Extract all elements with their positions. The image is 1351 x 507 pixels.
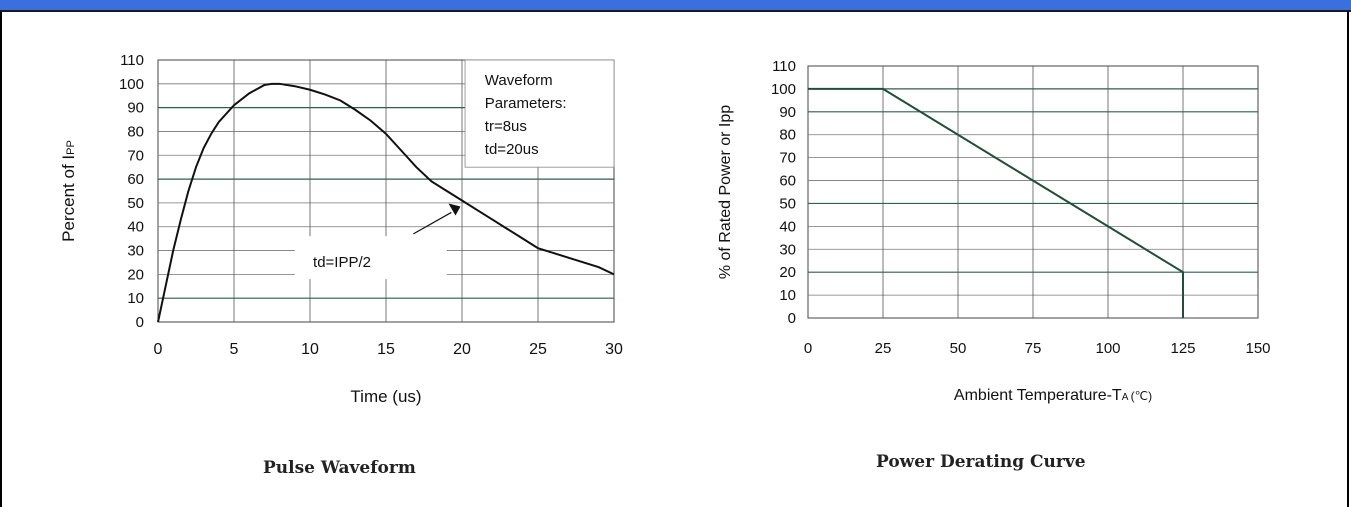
derating-y-tick-label: 30 [779, 241, 796, 258]
td-label: td=IPP/2 [313, 254, 371, 271]
derating-curve [808, 87, 1184, 318]
pulse-x-tick-label: 30 [605, 341, 623, 358]
derating-x-tick-label: 100 [1095, 340, 1120, 357]
waveform-param-line: Waveform [485, 72, 553, 89]
derating-y-tick-label: 110 [772, 58, 796, 75]
derating-x-tick-label: 25 [875, 340, 892, 357]
td-arrow-head [448, 203, 461, 216]
derating-y-axis-label: % of Rated Power or Ipp [717, 105, 734, 279]
pulse-y-tick-label: 40 [127, 219, 144, 236]
pulse-waveform-svg: 0 10 20 30 40 50 60 70 80 90 100 110 0 5 10 15 20 25 30 Wav… [59, 52, 623, 406]
pulse-x-tick-label: 15 [377, 341, 395, 358]
td-arrow-line [413, 211, 452, 235]
pulse-y-tick-label: 80 [127, 123, 144, 140]
pulse-x-tick-label: 5 [230, 341, 239, 358]
power-derating-chart: 0 10 20 30 40 50 60 70 80 90 100 110 0 25 50 75 100 125 15… [690, 40, 1290, 420]
pulse-y-tick-label: 30 [127, 243, 144, 260]
derating-y-tick-label: 70 [779, 150, 796, 167]
derating-x-tick-label: 50 [950, 340, 967, 357]
derating-y-tick-label: 60 [779, 173, 796, 190]
derating-y-tick-label: 20 [779, 264, 796, 281]
derating-x-tick-label: 75 [1025, 340, 1042, 357]
derating-y-tick-label: 90 [779, 104, 796, 121]
pulse-y-tick-label: 0 [136, 314, 144, 331]
pulse-x-axis-label: Time (us) [350, 387, 421, 406]
pulse-x-tick-label: 25 [529, 341, 547, 358]
pulse-y-tick-label: 90 [127, 100, 144, 117]
waveform-params-box [464, 59, 615, 168]
power-derating-svg: 0 10 20 30 40 50 60 70 80 90 100 110 0 25 50 75 100 125 15… [717, 58, 1271, 404]
derating-y-tick-label: 40 [779, 218, 796, 235]
derating-y-tick-label: 0 [788, 310, 796, 327]
waveform-param-line: tr=8us [485, 118, 527, 135]
pulse-curve [157, 82, 615, 323]
derating-y-tick-label: 100 [771, 81, 796, 98]
pulse-y-tick-label: 60 [127, 171, 144, 188]
header-bar [0, 0, 1351, 12]
pulse-x-tick-label: 0 [154, 341, 163, 358]
pulse-waveform-chart: 0 10 20 30 40 50 60 70 80 90 100 110 0 5 10 15 20 25 30 Wav… [30, 40, 650, 420]
derating-y-tick-label: 80 [779, 127, 796, 144]
waveform-param-line: Parameters: [485, 95, 567, 112]
pulse-x-tick-label: 20 [453, 341, 471, 358]
pulse-y-tick-label: 70 [127, 147, 144, 164]
pulse-y-tick-label: 100 [119, 76, 144, 93]
derating-x-tick-label: 150 [1245, 340, 1270, 357]
derating-x-axis-label: Ambient Temperature-TA (℃) [954, 387, 1152, 404]
pulse-y-tick-label: 20 [127, 266, 144, 283]
content-frame [0, 12, 1349, 507]
power-derating-caption: Power Derating Curve [876, 452, 1086, 472]
waveform-param-line: td=20us [485, 141, 539, 158]
pulse-waveform-caption: Pulse Waveform [263, 458, 416, 478]
pulse-y-tick-label: 50 [127, 195, 144, 212]
derating-y-tick-label: 50 [779, 195, 796, 212]
td-label-box [294, 236, 447, 280]
pulse-y-tick-label: 110 [120, 52, 144, 69]
derating-y-tick-label: 10 [779, 287, 796, 304]
pulse-y-axis-label: Percent of IPP [59, 140, 78, 242]
pulse-x-tick-label: 10 [301, 341, 319, 358]
pulse-y-tick-label: 10 [127, 290, 144, 307]
derating-x-tick-label: 0 [804, 340, 812, 357]
derating-x-tick-label: 125 [1170, 340, 1195, 357]
